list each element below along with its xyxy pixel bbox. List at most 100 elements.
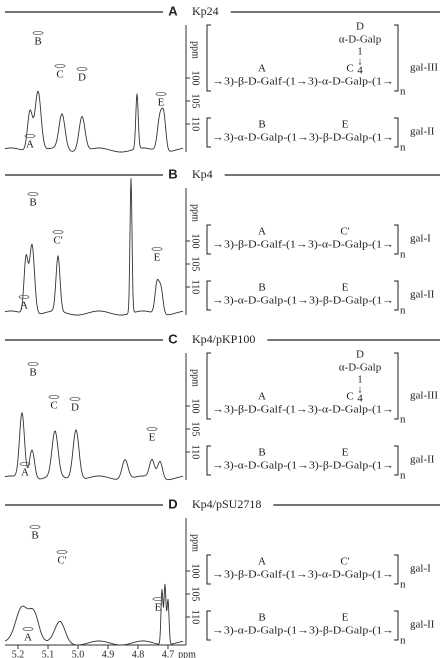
repeat-n: n [400,249,406,261]
repeat-n: n [400,86,406,98]
unit-label: gal-II [410,126,435,138]
chain: →3)-β-D-Galf-(1→3)-α-D-Galp-(1→ [212,76,394,88]
strain-name: Kp4 [192,167,213,181]
y-tick-label: 110 [190,610,201,625]
branch-arrow: ↓ [357,384,363,396]
panel: B Kp4 B C' E A 100 105 110 ppm n →3)-β-D-Galf-(1→3)… [4,166,440,317]
cross-peak [151,246,163,251]
bracket [394,352,399,420]
peak-label: D [71,402,79,414]
peak-label: C' [53,235,62,247]
y-tick-label: 110 [190,445,201,460]
residue-label: E [342,612,349,624]
peak-label: A [20,300,28,312]
residue-label: A [258,391,266,403]
cross-peak [18,294,30,299]
unit-label: gal-I [410,233,431,245]
y-tick-label: 100 [190,234,201,249]
spectrum-trace [4,411,184,481]
unit-label: gal-II [410,619,435,631]
bracket [206,610,211,641]
peak-label: B [31,530,38,542]
panel: D Kp4/pSU2718 B C' E A 100 105 110 ppm 5.2 5.1 5.0 4.… [4,496,440,658]
bracket [394,280,399,311]
panel-letter: D [168,496,177,511]
cross-peak [19,461,31,466]
repeat-n: n [400,414,406,426]
panel-letter: B [168,166,177,181]
cross-peak [56,550,68,555]
peak-label: B [29,367,36,379]
residue-label: C [346,391,353,403]
y-axis-unit: ppm [190,204,201,222]
cross-peak [24,133,36,138]
unit-label: gal-II [410,289,435,301]
repeat-n: n [400,305,406,317]
y-tick-label: 110 [190,117,201,132]
cross-peak [32,30,44,35]
branch-pos: 4 [357,393,363,405]
peak-label: E [158,97,165,109]
residue-label: E [342,119,349,131]
residue-label: C [346,63,353,75]
branch-link: 1 [357,46,363,58]
chain: →3)-α-D-Galp-(1→3)-β-D-Galp-(1→ [212,132,394,144]
bracket [206,554,211,585]
branch-arrow: ↓ [357,56,363,68]
peak-label: E [149,432,156,444]
peak-label: A [24,632,32,644]
peak-label: B [29,197,36,209]
bracket [394,610,399,641]
repeat-n: n [400,579,406,591]
cross-peak [69,396,81,401]
x-tick-label: 5.2 [12,649,25,658]
branch-link: 1 [357,374,363,386]
bracket [394,445,399,476]
peak-label: C' [57,555,66,567]
strain-name: Kp24 [192,4,219,18]
chain: →3)-β-D-Galf-(1→3)-α-D-Galp-(1→ [212,239,394,251]
residue-label: B [258,612,265,624]
x-axis-unit: ppm [178,649,196,658]
cross-peak [48,394,60,399]
residue-label: B [258,447,265,459]
y-tick-label: 105 [190,422,201,437]
x-tick-label: 5.0 [72,649,85,658]
bracket [206,352,211,420]
y-tick-label: 105 [190,587,201,602]
chain: →3)-α-D-Galp-(1→3)-β-D-Galp-(1→ [212,460,394,472]
unit-label: gal-III [410,390,438,402]
residue-label: E [342,282,349,294]
bracket [394,554,399,585]
cross-peak [27,361,39,366]
panel: A Kp24 B C D E A 100 105 110 ppm n →3)-β-D-Galf-(1→3… [4,3,440,154]
peak-label: B [34,36,41,48]
cross-peak [76,67,88,72]
cross-peak [22,627,34,632]
cross-peak [29,525,41,530]
branch-letter: D [356,21,364,33]
branch-pos: 4 [357,65,363,77]
bracket [394,224,399,255]
spectrum-trace [4,90,184,153]
residue-label: C' [340,556,349,568]
peak-label: E [155,602,162,614]
peak-label: C [50,400,57,412]
x-tick-label: 4.8 [132,649,145,658]
peak-label: A [26,139,34,151]
cross-peak [54,64,66,69]
x-tick-label: 4.9 [102,649,115,658]
cross-peak [152,597,164,602]
branch-letter: D [356,349,364,361]
chain: →3)-α-D-Galp-(1→3)-β-D-Galp-(1→ [212,625,394,637]
residue-label: B [258,282,265,294]
y-tick-label: 100 [190,399,201,414]
y-axis-unit: ppm [190,369,201,387]
panel-letter: A [168,3,178,18]
repeat-n: n [400,470,406,482]
residue-label: A [258,226,266,238]
repeat-n: n [400,142,406,154]
y-tick-label: 105 [190,94,201,109]
y-tick-label: 110 [190,280,201,295]
